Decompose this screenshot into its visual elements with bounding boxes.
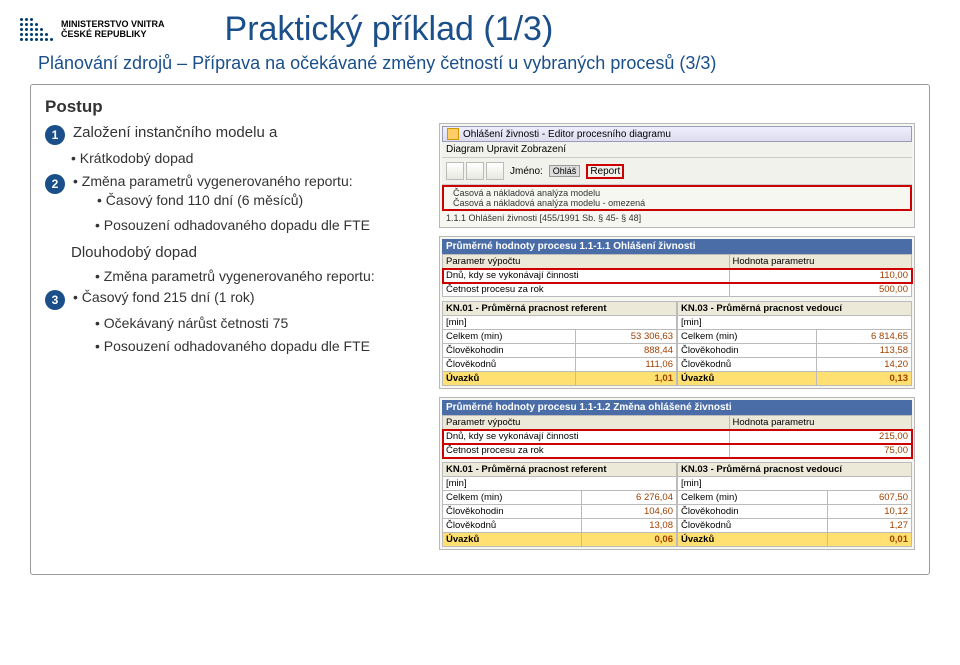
table2-panel: Průměrné hodnoty procesu 1.1-1.2 Změna o…: [439, 397, 915, 550]
postup-box: Postup 1 Založení instančního modelu a K…: [30, 84, 930, 575]
t2-min-l: [min]: [443, 477, 677, 491]
jmeno-value[interactable]: Ohláš: [549, 165, 581, 177]
t2-b1: 607,50: [828, 491, 912, 505]
analysis-highlight: Časová a nákladová analýza modelu Časová…: [442, 185, 912, 211]
t2-clhod-l: Člověkohodin: [443, 505, 582, 519]
t1-clhod-l: Člověkohodin: [443, 344, 576, 358]
analysis-line-2: Časová a nákladová analýza modelu - omez…: [445, 198, 909, 208]
analysis-line-1: Časová a nákladová analýza modelu: [445, 188, 909, 198]
t1-celkem-l: Celkem (min): [443, 330, 576, 344]
t1-uvazku-r: Úvazků: [678, 372, 817, 386]
table1-params: Parametr výpočtuHodnota parametru Dnů, k…: [442, 254, 912, 297]
change-params-1: Změna parametrů vygenerovaného reportu:: [73, 172, 353, 191]
t2-min-r: [min]: [678, 477, 912, 491]
shortterm-heading: Krátkodobý dopad: [71, 149, 425, 168]
t1-r2-label: Četnost procesu za rok: [443, 283, 730, 297]
time-fund-1y: • Časový fond 215 dní (1 rok): [73, 288, 255, 307]
process-path: 1.1.1 Ohlášení živnosti [455/1991 Sb. § …: [442, 211, 912, 225]
table1-panel: Průměrné hodnoty procesu 1.1-1.1 Ohlášen…: [439, 236, 915, 389]
t1-celkem-r: Celkem (min): [678, 330, 817, 344]
t2-a3: 13,08: [582, 519, 677, 533]
page-title: Praktický příklad (1/3): [225, 10, 554, 49]
t2-clhod-r: Člověkohodin: [678, 505, 828, 519]
t2-celkem-r: Celkem (min): [678, 491, 828, 505]
diagram-window-titlebar: Ohlášení živnosti - Editor procesního di…: [442, 126, 912, 142]
t2-sec1: KN.01 - Průměrná pracnost referent: [443, 463, 677, 477]
t1-r2-val: 500,00: [729, 283, 911, 297]
t1-uvazku-l: Úvazků: [443, 372, 576, 386]
time-fund-6m: Časový fond 110 dní (6 měsíců): [97, 191, 353, 210]
step1-text: Založení instančního modelu a: [73, 123, 277, 143]
t1-a2: 888,44: [575, 344, 676, 358]
table2-title: Průměrné hodnoty procesu 1.1-1.2 Změna o…: [442, 400, 912, 415]
table2-right: KN.03 - Průměrná pracnost vedoucí [min] …: [677, 462, 912, 547]
t2-cldnu-l: Člověkodnů: [443, 519, 582, 533]
t1-clhod-r: Člověkohodin: [678, 344, 817, 358]
diagram-window-title: Ohlášení živnosti - Editor procesního di…: [463, 129, 671, 140]
table1-title: Průměrné hodnoty procesu 1.1-1.1 Ohlášen…: [442, 239, 912, 254]
table2-params: Parametr výpočtuHodnota parametru Dnů, k…: [442, 415, 912, 458]
t1-min-r: [min]: [678, 316, 912, 330]
step-badge-1: 1: [45, 125, 65, 145]
longterm-heading: Dlouhodobý dopad: [71, 243, 425, 263]
t2-a2: 104,60: [582, 505, 677, 519]
t2-celkem-l: Celkem (min): [443, 491, 582, 505]
step-badge-3: 3: [45, 290, 65, 310]
t1-cldnu-r: Člověkodnů: [678, 358, 817, 372]
th-value: Hodnota parametru: [729, 255, 911, 269]
t1-b1: 6 814,65: [817, 330, 912, 344]
t2-b3: 1,27: [828, 519, 912, 533]
page-subtitle: Plánování zdrojů – Příprava na očekávané…: [0, 49, 960, 84]
table2-left: KN.01 - Průměrná pracnost referent [min]…: [442, 462, 677, 547]
t2-sec2: KN.03 - Průměrná pracnost vedoucí: [678, 463, 912, 477]
t2-uvazku-l: Úvazků: [443, 533, 582, 547]
assess-fte-2: Posouzení odhadovaného dopadu dle FTE: [95, 337, 425, 356]
t2-uvazku-r: Úvazků: [678, 533, 828, 547]
t1-cldnu-l: Člověkodnů: [443, 358, 576, 372]
t2-cldnu-r: Člověkodnů: [678, 519, 828, 533]
t1-b3: 14,20: [817, 358, 912, 372]
toolbar-btn[interactable]: [486, 162, 504, 180]
t2-b4: 0,01: [828, 533, 912, 547]
diagram-menubar[interactable]: Diagram Upravit Zobrazení: [442, 142, 912, 158]
jmeno-label: Jméno:: [510, 166, 543, 177]
t2-th-value: Hodnota parametru: [729, 416, 911, 430]
logo-dots: [20, 18, 53, 41]
t1-sec2: KN.03 - Průměrná pracnost vedoucí: [678, 302, 912, 316]
toolbar-btn[interactable]: [446, 162, 464, 180]
t2-b2: 10,12: [828, 505, 912, 519]
screenshots-column: Ohlášení živnosti - Editor procesního di…: [439, 123, 915, 558]
postup-heading: Postup: [45, 97, 915, 117]
report-button[interactable]: Report: [586, 164, 624, 179]
table1-left: KN.01 - Průměrná pracnost referent [min]…: [442, 301, 677, 386]
ministry-line2: ČESKÉ REPUBLIKY: [61, 30, 165, 40]
assess-fte-1: Posouzení odhadovaného dopadu dle FTE: [95, 216, 425, 235]
t2-r1-val: 215,00: [729, 430, 911, 444]
t2-th-param: Parametr výpočtu: [443, 416, 730, 430]
table1-right: KN.03 - Průměrná pracnost vedoucí [min] …: [677, 301, 912, 386]
toolbar-btn[interactable]: [466, 162, 484, 180]
t2-r1-label: Dnů, kdy se vykonávají činnosti: [443, 430, 730, 444]
t1-r1-label: Dnů, kdy se vykonávají činnosti: [443, 269, 730, 283]
window-icon: [447, 128, 459, 140]
t1-a1: 53 306,63: [575, 330, 676, 344]
t1-min-l: [min]: [443, 316, 677, 330]
t2-r2-label: Četnost procesu za rok: [443, 444, 730, 458]
t2-r2-val: 75,00: [729, 444, 911, 458]
t1-a4: 1,01: [575, 372, 676, 386]
diagram-editor-panel: Ohlášení živnosti - Editor procesního di…: [439, 123, 915, 228]
t1-a3: 111,06: [575, 358, 676, 372]
t1-r1-val: 110,00: [729, 269, 911, 283]
step-badge-2: 2: [45, 174, 65, 194]
ministry-logo: MINISTERSTVO VNITRA ČESKÉ REPUBLIKY: [20, 18, 165, 41]
change-params-2: Změna parametrů vygenerovaného reportu:: [95, 267, 425, 286]
growth-75: Očekávaný nárůst četnosti 75: [95, 314, 425, 333]
t1-sec1: KN.01 - Průměrná pracnost referent: [443, 302, 677, 316]
t2-a4: 0,06: [582, 533, 677, 547]
t1-b2: 113,58: [817, 344, 912, 358]
t1-b4: 0,13: [817, 372, 912, 386]
t2-a1: 6 276,04: [582, 491, 677, 505]
th-param: Parametr výpočtu: [443, 255, 730, 269]
steps-column: 1 Založení instančního modelu a Krátkodo…: [45, 123, 425, 558]
